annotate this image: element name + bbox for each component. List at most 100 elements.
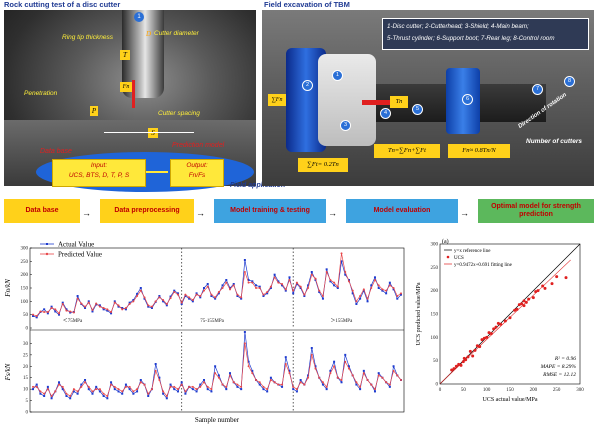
- predicted-point: [362, 372, 365, 375]
- predicted-point: [321, 381, 324, 384]
- y-tick-label: 100: [431, 336, 439, 341]
- actual-point: [299, 287, 302, 289]
- predicted-point: [46, 311, 49, 313]
- predicted-point: [173, 291, 176, 293]
- predicted-point: [180, 383, 183, 386]
- predicted-point: [329, 279, 332, 281]
- predicted-point: [277, 383, 280, 386]
- eq-fn-label: Fn≈ 0.8Tn/N: [448, 144, 510, 158]
- predicted-point: [243, 271, 246, 273]
- predicted-point: [147, 304, 150, 307]
- predicted-point: [307, 287, 310, 289]
- actual-point: [87, 388, 90, 391]
- actual-point: [321, 297, 324, 300]
- predicted-point: [76, 390, 79, 393]
- x-tick-label: 100: [483, 388, 491, 393]
- ucs-point: [531, 296, 535, 300]
- x-tick-label: 200: [530, 388, 538, 393]
- y-tick-label: 100: [21, 300, 29, 305]
- actual-point: [217, 374, 220, 377]
- region-label-low: ＜75MPa: [63, 319, 83, 324]
- actual-point: [377, 372, 380, 375]
- predicted-point: [310, 353, 313, 356]
- predicted-point: [106, 308, 109, 311]
- actual-point: [162, 300, 165, 303]
- eq-tn-label: Tn=∑Fn+∑Ft: [374, 144, 440, 158]
- y-tick-label: 200: [21, 273, 29, 278]
- y-tick-label: 250: [431, 266, 439, 271]
- predicted-point: [347, 280, 350, 283]
- component-marker-4: 4: [380, 108, 391, 119]
- actual-point: [366, 300, 369, 303]
- region-label-high: ＞155MPa: [330, 319, 353, 324]
- predicted-point: [50, 307, 53, 309]
- actual-point: [46, 312, 49, 315]
- actual-point: [54, 310, 57, 313]
- actual-point: [43, 395, 46, 397]
- actual-point: [262, 295, 265, 297]
- predicted-point: [225, 385, 228, 388]
- actual-point: [98, 304, 101, 307]
- predicted-point: [318, 376, 321, 379]
- actual-point: [65, 308, 68, 311]
- actual-point: [355, 383, 358, 386]
- predicted-point: [396, 295, 399, 297]
- predicted-point: [150, 388, 153, 391]
- actual-point: [314, 365, 317, 368]
- component-marker-6: 6: [462, 94, 473, 105]
- predicted-point: [54, 390, 57, 393]
- actual-point: [344, 273, 347, 276]
- actual-point: [251, 369, 254, 372]
- predicted-point: [269, 285, 272, 288]
- predicted-point: [147, 392, 150, 395]
- predicted-point: [72, 388, 75, 391]
- predicted-point: [98, 388, 101, 391]
- actual-point: [355, 303, 358, 305]
- actual-point: [288, 276, 291, 279]
- predicted-point: [80, 302, 83, 305]
- actual-point: [214, 365, 217, 368]
- actual-point: [184, 392, 187, 395]
- predicted-point: [303, 293, 306, 296]
- predicted-point: [121, 390, 124, 393]
- ucs-point: [482, 336, 486, 340]
- predicted-point: [329, 372, 332, 375]
- flow-step-evaluation: Model evaluation: [346, 199, 458, 223]
- actual-point: [95, 303, 98, 306]
- actual-point: [117, 305, 120, 308]
- predicted-point: [362, 288, 365, 291]
- legend-line-2: 5-Thrust cylinder; 6-Support boot; 7-Rea…: [387, 35, 555, 42]
- predicted-point: [87, 301, 90, 304]
- legend-ref-label: y=x reference line: [454, 249, 491, 254]
- actual-point: [336, 287, 339, 289]
- component-marker-7: 7: [532, 84, 543, 95]
- predicted-point: [400, 379, 402, 381]
- actual-point: [370, 284, 373, 287]
- actual-point: [147, 305, 150, 308]
- actual-point: [72, 390, 75, 393]
- actual-point: [173, 289, 176, 292]
- predicted-point: [340, 252, 343, 255]
- actual-point: [76, 392, 79, 395]
- predicted-point: [132, 300, 135, 303]
- flow-step-preprocessing: Data preprocessing: [100, 199, 194, 223]
- actual-point: [199, 383, 202, 386]
- cutter-spacing-label: Cutter spacing: [158, 110, 200, 117]
- predicted-point: [392, 369, 395, 372]
- predicted-point: [110, 311, 113, 313]
- predicted-point: [277, 281, 280, 284]
- predicted-point: [295, 281, 298, 284]
- actual-point: [80, 383, 83, 386]
- predicted-point: [188, 296, 191, 299]
- predicted-point: [288, 372, 291, 375]
- symbol-Fn: Fn: [120, 82, 132, 92]
- predicted-point: [65, 309, 68, 312]
- predicted-point: [269, 379, 272, 381]
- ucs-point: [454, 364, 458, 368]
- input-output-arrow: [146, 171, 168, 173]
- predicted-point: [91, 390, 94, 393]
- panel-label: (a): [442, 238, 449, 245]
- predicted-point: [113, 385, 116, 388]
- predicted-point: [281, 283, 284, 285]
- predicted-series-line: [32, 253, 402, 317]
